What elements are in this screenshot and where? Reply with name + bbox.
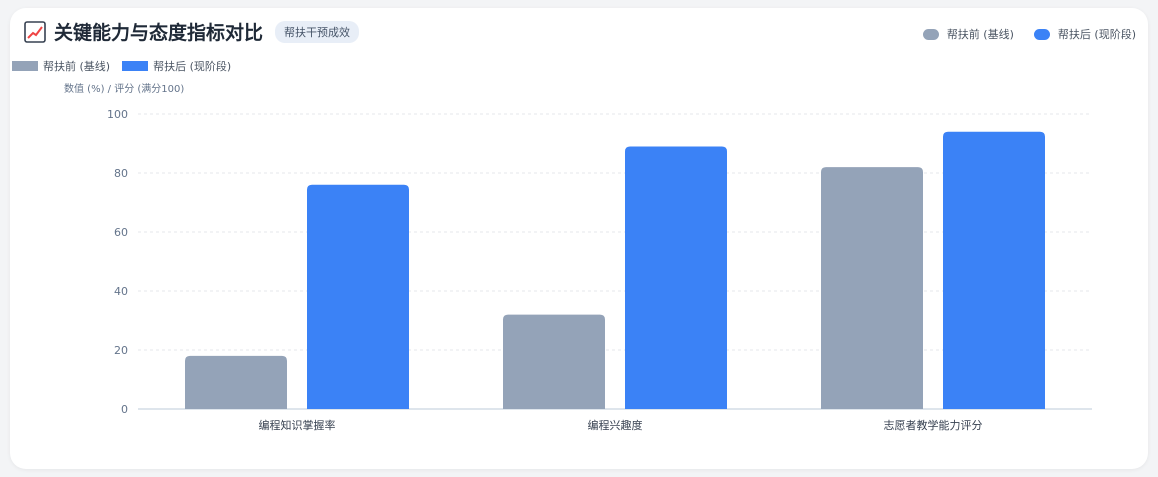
- legend-top-right: 帮扶前 (基线) 帮扶后 (现阶段): [903, 26, 1136, 42]
- legend-item-before-secondary[interactable]: 帮扶前 (基线): [12, 58, 110, 74]
- bar-after: [943, 131, 1045, 409]
- y-tick-label: 60: [114, 226, 128, 239]
- chart-increasing-icon: [24, 20, 46, 43]
- legend-label-after-secondary: 帮扶后 (现阶段): [153, 60, 232, 73]
- y-axis-label: 数值 (%) / 评分 (满分100): [64, 84, 185, 95]
- legend-swatch-before-secondary: [12, 61, 38, 71]
- legend-swatch-before: [922, 28, 939, 40]
- bar-after: [625, 146, 727, 409]
- legend-label-before: 帮扶前 (基线): [946, 28, 1014, 41]
- status-badge: 帮扶干预成效: [275, 20, 360, 43]
- y-tick-label: 80: [114, 167, 128, 180]
- chart-title: 关键能力与态度指标对比: [54, 22, 264, 44]
- legend-label-before-secondary: 帮扶前 (基线): [43, 60, 111, 73]
- legend-swatch-after: [1033, 28, 1050, 40]
- y-tick-label: 40: [114, 285, 128, 298]
- bar-before: [821, 167, 923, 409]
- legend-item-after-secondary[interactable]: 帮扶后 (现阶段): [122, 58, 231, 74]
- chart-header: 关键能力与态度指标对比 帮扶干预成效: [24, 18, 360, 45]
- bar-before: [503, 314, 605, 409]
- y-tick-label: 0: [121, 403, 128, 416]
- bar-after: [307, 184, 409, 409]
- bar-before: [185, 355, 287, 409]
- legend-item-before[interactable]: 帮扶前 (基线): [922, 26, 1014, 42]
- y-tick-label: 20: [114, 344, 128, 357]
- legend-swatch-after-secondary: [122, 61, 149, 71]
- x-tick-label: 志愿者教学能力评分: [884, 418, 983, 432]
- y-tick-label: 100: [107, 108, 128, 121]
- legend-top-left: 帮扶前 (基线) 帮扶后 (现阶段): [12, 58, 243, 74]
- legend-item-after[interactable]: 帮扶后 (现阶段): [1033, 26, 1136, 42]
- x-tick-label: 编程知识掌握率: [259, 418, 336, 432]
- legend-label-after: 帮扶后 (现阶段): [1057, 28, 1136, 41]
- x-tick-label: 编程兴趣度: [588, 418, 643, 432]
